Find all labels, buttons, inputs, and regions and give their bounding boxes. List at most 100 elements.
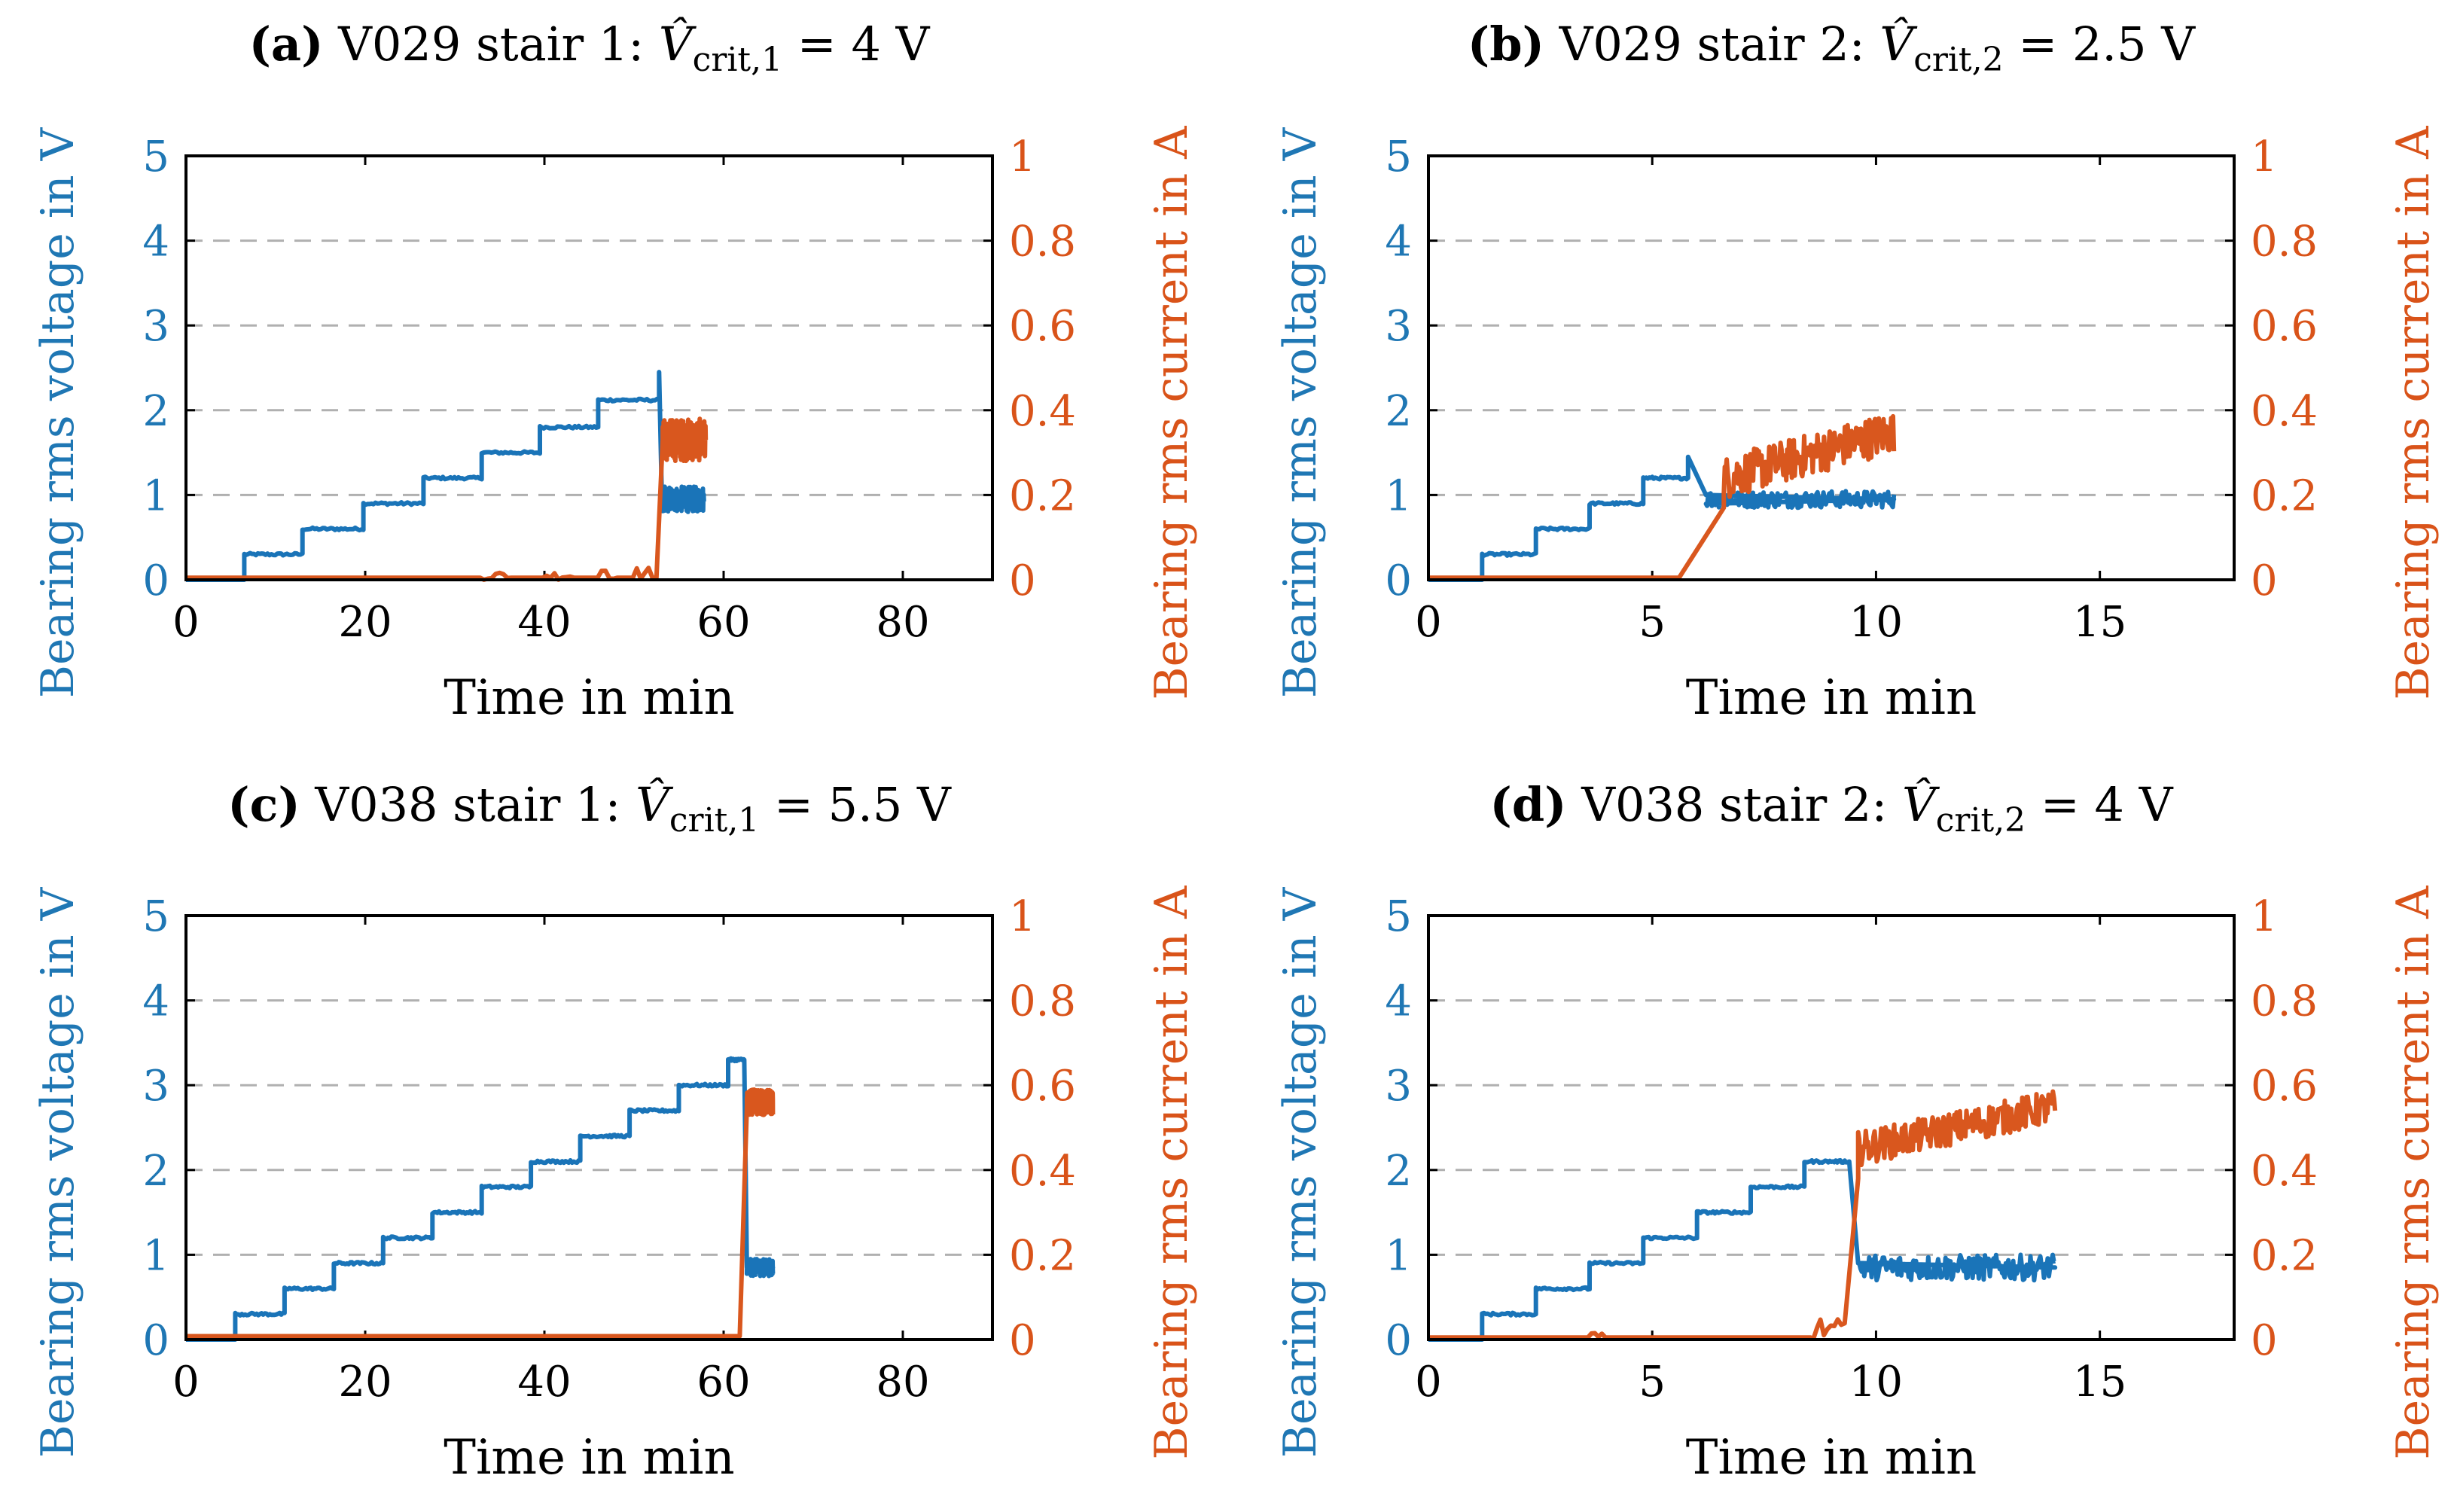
xlabel: Time in min [444, 670, 734, 726]
panel-label: (c) [227, 777, 300, 832]
ylabel-left: Bearing rms voltage in V [1274, 886, 1327, 1458]
title-subscript: crit,2 [1936, 801, 2026, 840]
ytick-left-label: 2 [142, 1147, 169, 1196]
ytick-right-label: 0.2 [2251, 471, 2318, 520]
ytick-left-label: 1 [142, 1231, 169, 1280]
ytick-left-label: 3 [1385, 302, 1412, 351]
xtick-label: 40 [517, 598, 571, 647]
ytick-right-label: 0.2 [1009, 471, 1076, 520]
title-rhs: = 5.5 V [759, 777, 952, 832]
ylabel-right: Bearing rms current in A [2387, 126, 2440, 700]
xtick-label: 60 [697, 1358, 750, 1407]
title-subscript: crit,2 [1913, 41, 2003, 79]
title-rhs: = 4 V [782, 17, 931, 72]
xtick-label: 20 [338, 598, 392, 647]
ytick-left-label: 5 [1385, 133, 1412, 181]
xtick-label: 10 [1849, 1358, 1903, 1407]
panel-label: (a) [249, 17, 324, 72]
xtick-label: 10 [1849, 598, 1903, 647]
ytick-right-label: 1 [1009, 133, 1036, 181]
ytick-right-label: 0 [1009, 556, 1036, 605]
ytick-right-label: 1 [2251, 133, 2278, 181]
ytick-left-label: 1 [1385, 471, 1412, 520]
xtick-label: 5 [1639, 1358, 1666, 1407]
xtick-label: 5 [1639, 598, 1666, 647]
xtick-label: 0 [1415, 598, 1442, 647]
ytick-left-label: 2 [142, 387, 169, 436]
ytick-left-label: 3 [142, 302, 169, 351]
series-voltage-line [1428, 454, 1897, 582]
ylabel-left: Bearing rms voltage in V [1274, 127, 1327, 698]
ytick-right-label: 0 [1009, 1316, 1036, 1365]
series-current-line [1428, 1089, 2058, 1341]
ytick-right-label: 0.6 [2251, 1062, 2318, 1111]
ytick-right-label: 0.8 [2251, 977, 2318, 1026]
series-current-line [186, 416, 709, 582]
ytick-right-label: 0.8 [1009, 218, 1076, 267]
ytick-left-label: 4 [142, 218, 169, 267]
panel-c: (c) V038 stair 1: V̂crit,1 = 5.5 V 0 1 2 3 4 5… [32, 777, 1198, 1486]
ylabel-right: Bearing rms current in A [2387, 886, 2440, 1460]
xtick-label: 0 [172, 598, 200, 647]
title-symbol: V̂ [659, 17, 697, 72]
panel-d: (d) V038 stair 2: V̂crit,2 = 4 V01234500… [1274, 777, 2440, 1486]
series-current-line [186, 1087, 776, 1339]
plot-frame [1427, 914, 2236, 1341]
ytick-left-label: 3 [142, 1062, 169, 1111]
xtick-label: 80 [876, 1358, 929, 1407]
ytick-left-label: 5 [142, 892, 169, 941]
ylabel-left: Bearing rms voltage in V [32, 127, 84, 698]
ytick-left-label: 0 [1385, 556, 1412, 605]
panel-title: (c) V038 stair 1: V̂crit,1 = 5.5 V [227, 777, 952, 840]
ytick-left-label: 5 [142, 133, 169, 181]
ytick-left-label: 4 [142, 977, 169, 1026]
ytick-right-label: 1 [2251, 892, 2278, 941]
ytick-left-label: 0 [142, 1316, 169, 1365]
ytick-left-label: 4 [1385, 977, 1412, 1026]
series-voltage-line [185, 1056, 776, 1342]
ytick-right-label: 0.2 [1009, 1231, 1076, 1280]
xtick-label: 40 [517, 1358, 571, 1407]
ytick-right-label: 0.4 [1009, 1147, 1076, 1196]
series-voltage-line [185, 370, 706, 582]
xtick-label: 60 [697, 598, 750, 647]
ytick-right-label: 0.2 [2251, 1231, 2318, 1280]
panel-label: (b) [1468, 17, 1544, 72]
title-rhs: = 4 V [2026, 777, 2174, 832]
title-symbol: V̂ [636, 777, 674, 832]
ytick-left-label: 4 [1385, 218, 1412, 267]
ytick-right-label: 0 [2251, 1316, 2278, 1365]
panel-a: (a) V029 stair 1: V̂crit,1 = 4 V 0 1 2 3 4 5 0 0… [32, 17, 1198, 726]
xtick-label: 0 [172, 1358, 200, 1407]
ytick-left-label: 5 [1385, 892, 1412, 941]
xtick-label: 80 [876, 598, 929, 647]
panel-b: (b) V029 stair 2: V̂crit,2 = 2.5 V 0 1 2 3 4 5… [1274, 17, 2440, 726]
xtick-label: 20 [338, 1358, 392, 1407]
title-symbol: V̂ [1879, 17, 1918, 72]
plot-frame [184, 154, 994, 581]
xlabel: Time in min [444, 1430, 734, 1486]
panel-title: (d) V038 stair 2: V̂crit,2 = 4 V [1490, 777, 2174, 840]
ytick-right-label: 0.6 [1009, 302, 1076, 351]
series-current-line [1428, 413, 1897, 581]
panel-title-text: V029 stair 1: [323, 17, 658, 72]
ytick-right-label: 1 [1009, 892, 1036, 941]
panel-title: (a) V029 stair 1: V̂crit,1 = 4 V [249, 17, 931, 79]
ytick-left-label: 3 [1385, 1062, 1412, 1111]
title-symbol: V̂ [1902, 777, 1940, 832]
ytick-left-label: 2 [1385, 387, 1412, 436]
xtick-label: 15 [2073, 1358, 2126, 1407]
series-voltage-line [1428, 1157, 2058, 1342]
ytick-right-label: 0.6 [1009, 1062, 1076, 1111]
ytick-right-label: 0.8 [2251, 218, 2318, 267]
panel-title-text: V029 stair 2: [1544, 17, 1879, 72]
xtick-label: 0 [1415, 1358, 1442, 1407]
panel-title-text: V038 stair 2: [1567, 777, 1902, 832]
title-subscript: crit,1 [669, 801, 759, 840]
ytick-left-label: 1 [142, 471, 169, 520]
ytick-left-label: 1 [1385, 1231, 1412, 1280]
panel-label: (d) [1490, 777, 1567, 832]
panel-title: (b) V029 stair 2: V̂crit,2 = 2.5 V [1468, 17, 2196, 79]
ytick-right-label: 0.8 [1009, 977, 1076, 1026]
